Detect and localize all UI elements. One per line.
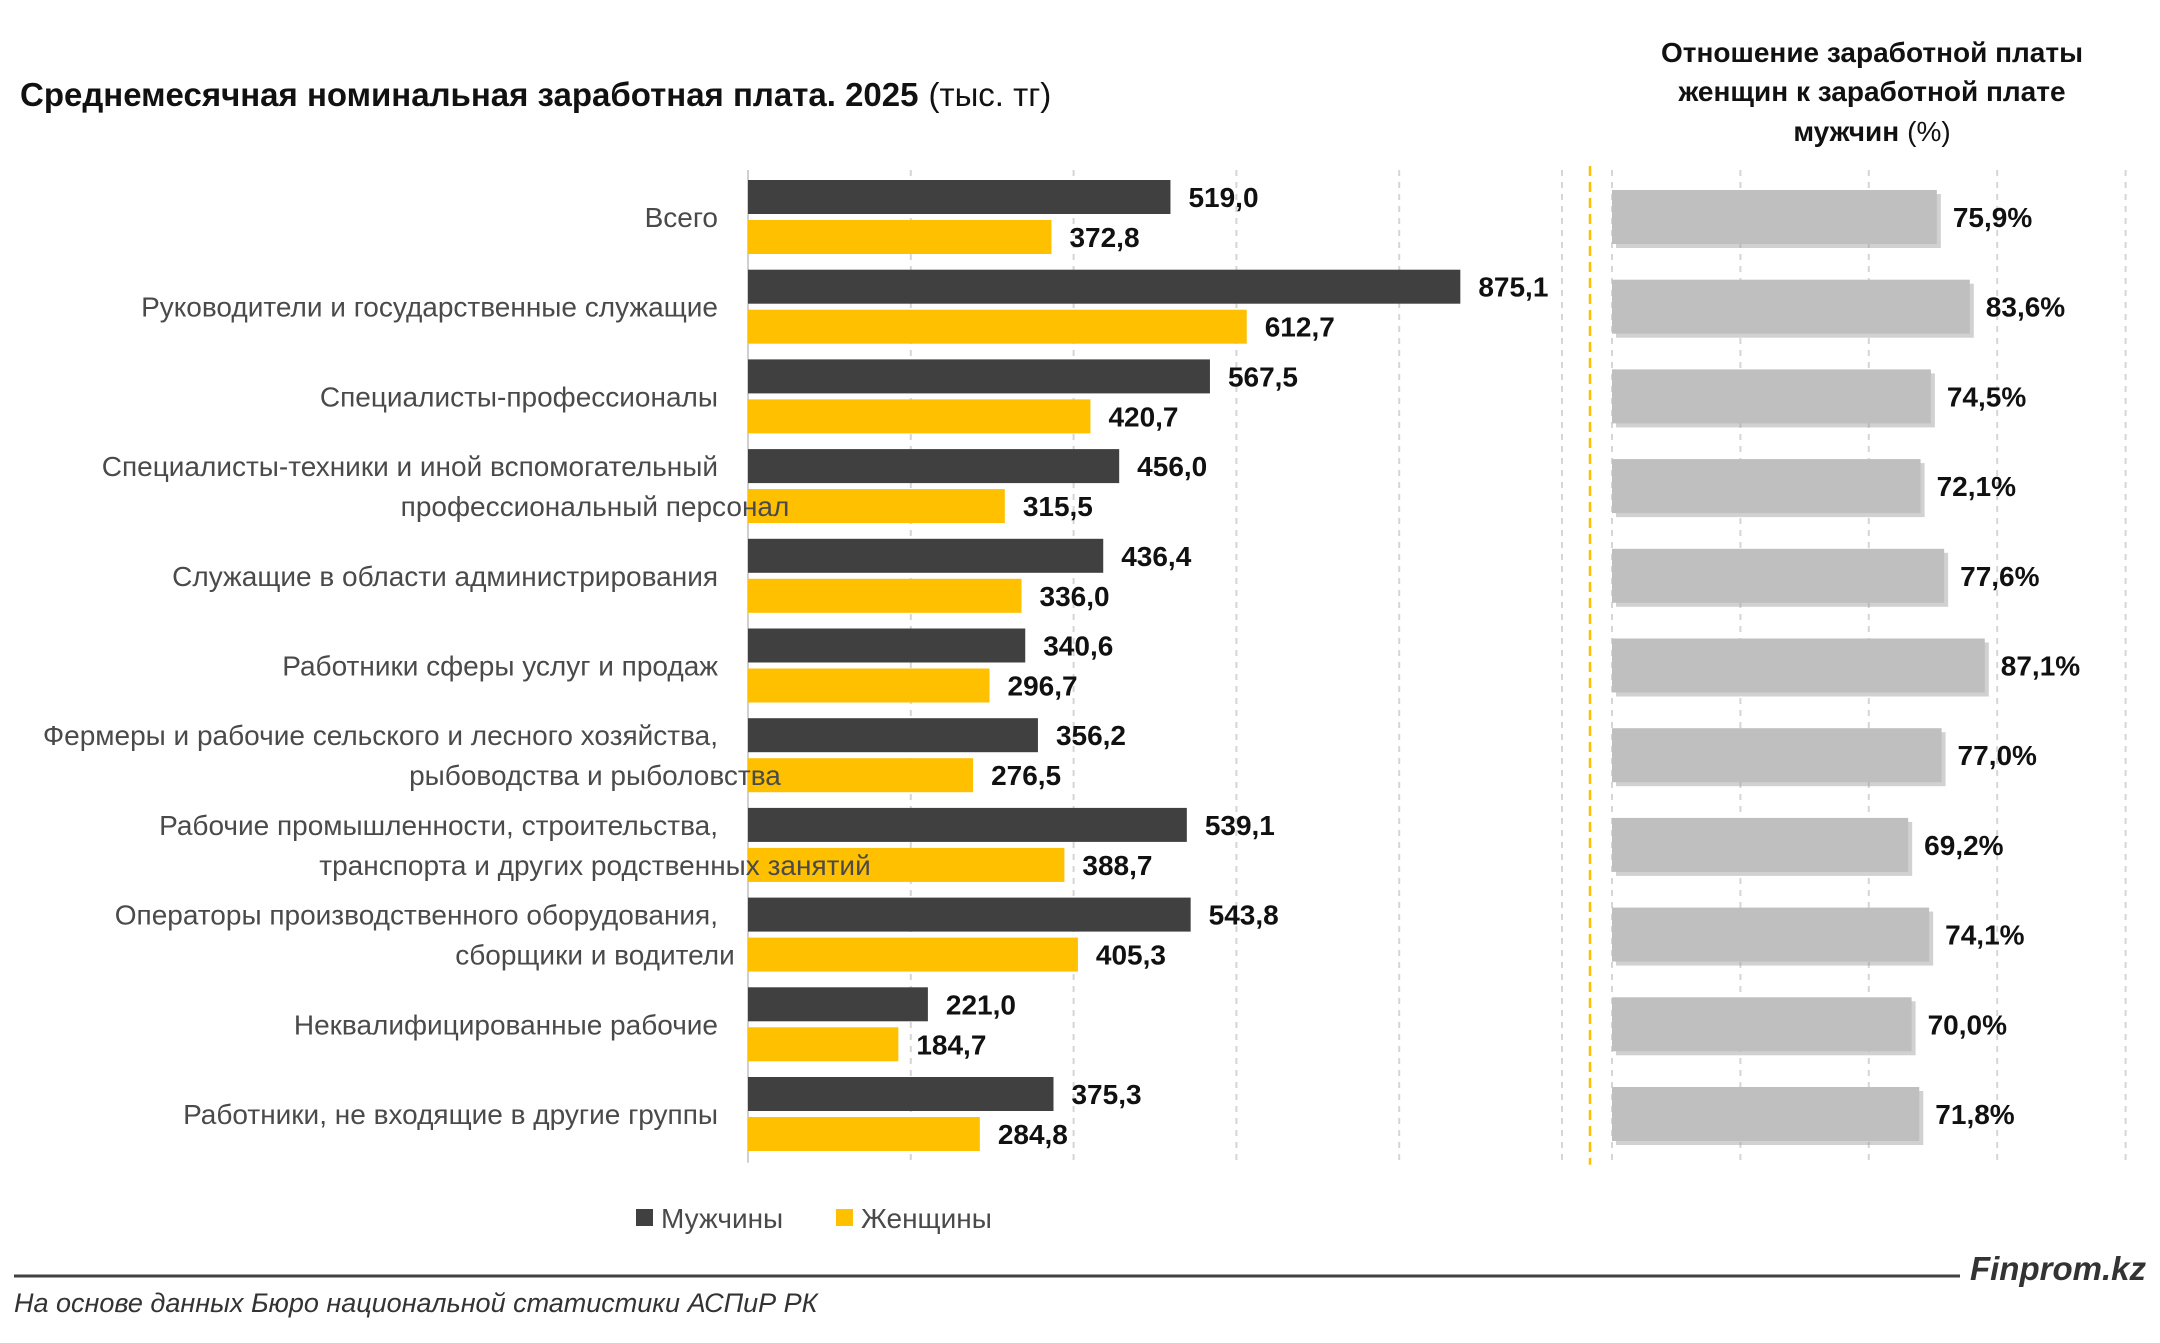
left-bars [748, 180, 1461, 1151]
bar-men [748, 359, 1210, 394]
category-label: Руководители и государственные служащие [141, 292, 718, 323]
ratio-value-label: 71,8% [1935, 1099, 2014, 1130]
bar-women [748, 399, 1091, 434]
bar-men [748, 538, 1104, 573]
ratio-bar [1612, 638, 1985, 693]
source-note: На основе данных Бюро национальной стати… [14, 1288, 820, 1318]
value-label-women: 276,5 [991, 760, 1061, 791]
footer: Finprom.kz На основе данных Бюро национа… [14, 1250, 2146, 1318]
labels-layer: 519,0 372,8 Всего 75,9% 875,1 612,7 Руководите… [43, 182, 2080, 1150]
value-label-men: 539,1 [1205, 810, 1275, 841]
bar-men [748, 269, 1461, 304]
ratio-bar [1612, 369, 1931, 424]
title-layer: Среднемесячная номинальная заработная пл… [20, 37, 2083, 147]
bar-women [748, 1027, 899, 1062]
ratio-bar [1612, 548, 1945, 603]
bar-women [748, 220, 1052, 254]
ratio-value-label: 72,1% [1937, 471, 2016, 502]
category-label-line2: профессиональный персонал [401, 491, 790, 522]
category-label: Рабочие промышленности, строительства, [159, 810, 718, 841]
value-label-women: 336,0 [1040, 581, 1110, 612]
ratio-value-label: 87,1% [2001, 651, 2080, 682]
bar-women [748, 1117, 980, 1151]
right-panel-title-line-1: Отношение заработной платы [1661, 37, 2083, 68]
right-panel-title-line-3: мужчин (%) [1793, 116, 1950, 147]
ratio-value-label: 69,2% [1924, 830, 2003, 861]
ratio-bar [1612, 190, 1937, 244]
ratio-bar [1612, 817, 1909, 872]
legend-label-men: Мужчины [661, 1203, 783, 1234]
ratio-bar [1612, 1087, 1920, 1141]
brand-logo: Finprom.kz [1970, 1250, 2147, 1287]
value-label-women: 184,7 [916, 1029, 986, 1060]
value-label-women: 315,5 [1023, 491, 1093, 522]
value-label-women: 296,7 [1008, 671, 1078, 702]
category-label-line2: рыбоводства и рыболовства [409, 760, 781, 791]
bar-men [748, 897, 1191, 932]
value-label-women: 420,7 [1108, 401, 1178, 432]
value-label-women: 405,3 [1096, 940, 1166, 971]
value-label-men: 356,2 [1056, 720, 1126, 751]
value-label-men: 375,3 [1071, 1079, 1141, 1110]
ratio-value-label: 77,6% [1960, 561, 2039, 592]
bar-men [748, 449, 1120, 484]
value-label-men: 340,6 [1043, 631, 1113, 662]
category-label: Неквалифицированные рабочие [294, 1009, 718, 1040]
value-label-men: 456,0 [1137, 451, 1207, 482]
legend-swatch-women [836, 1209, 853, 1226]
category-label: Фермеры и рабочие сельского и лесного хо… [43, 720, 718, 751]
ratio-value-label: 74,5% [1947, 381, 2026, 412]
bar-women [748, 937, 1078, 972]
legend-swatch-men [636, 1209, 653, 1226]
ratio-value-label: 83,6% [1986, 292, 2065, 323]
category-label: Работники, не входящие в другие группы [183, 1099, 718, 1130]
bar-men [748, 180, 1171, 214]
category-label: Служащие в области администрирования [172, 561, 718, 592]
bar-men [748, 628, 1026, 663]
value-label-men: 221,0 [946, 989, 1016, 1020]
ratio-bar [1612, 997, 1912, 1052]
legend: Мужчины Женщины [636, 1203, 992, 1234]
right-bars [1612, 190, 1989, 1145]
category-label: Специалисты-профессионалы [320, 381, 718, 412]
category-label-line2: сборщики и водители [455, 940, 735, 971]
bar-men [748, 807, 1187, 842]
bar-men [748, 718, 1038, 753]
value-label-men: 543,8 [1209, 900, 1279, 931]
category-label: Операторы производственного оборудования… [115, 900, 718, 931]
bar-women [748, 489, 1005, 524]
bar-men [748, 1077, 1054, 1111]
value-label-men: 519,0 [1188, 182, 1258, 213]
legend-label-women: Женщины [861, 1203, 992, 1234]
category-label: Всего [645, 202, 718, 233]
value-label-men: 567,5 [1228, 361, 1298, 392]
value-label-men: 875,1 [1478, 272, 1548, 303]
category-label-line2: транспорта и других родственных занятий [319, 850, 870, 881]
bar-women [748, 309, 1247, 344]
ratio-value-label: 77,0% [1958, 740, 2037, 771]
bar-women [748, 578, 1022, 613]
chart-title: Среднемесячная номинальная заработная пл… [20, 76, 1051, 113]
value-label-men: 436,4 [1121, 541, 1191, 572]
category-label: Специалисты-техники и иной вспомогательн… [102, 451, 718, 482]
value-label-women: 388,7 [1082, 850, 1152, 881]
ratio-bar [1612, 728, 1942, 783]
ratio-bar [1612, 459, 1921, 514]
value-label-women: 284,8 [998, 1119, 1068, 1150]
bar-men [748, 987, 928, 1022]
category-label: Работники сферы услуг и продаж [282, 651, 718, 682]
bar-women [748, 668, 990, 703]
right-panel-title-line-2: женщин к заработной плате [1677, 76, 2065, 107]
bar-women [748, 758, 974, 793]
ratio-value-label: 74,1% [1945, 920, 2024, 951]
ratio-value-label: 75,9% [1953, 202, 2032, 233]
value-label-women: 612,7 [1265, 312, 1335, 343]
bar-women [748, 847, 1065, 882]
ratio-bar [1612, 279, 1970, 334]
ratio-value-label: 70,0% [1928, 1009, 2007, 1040]
value-label-women: 372,8 [1069, 222, 1139, 253]
ratio-bar [1612, 907, 1930, 962]
